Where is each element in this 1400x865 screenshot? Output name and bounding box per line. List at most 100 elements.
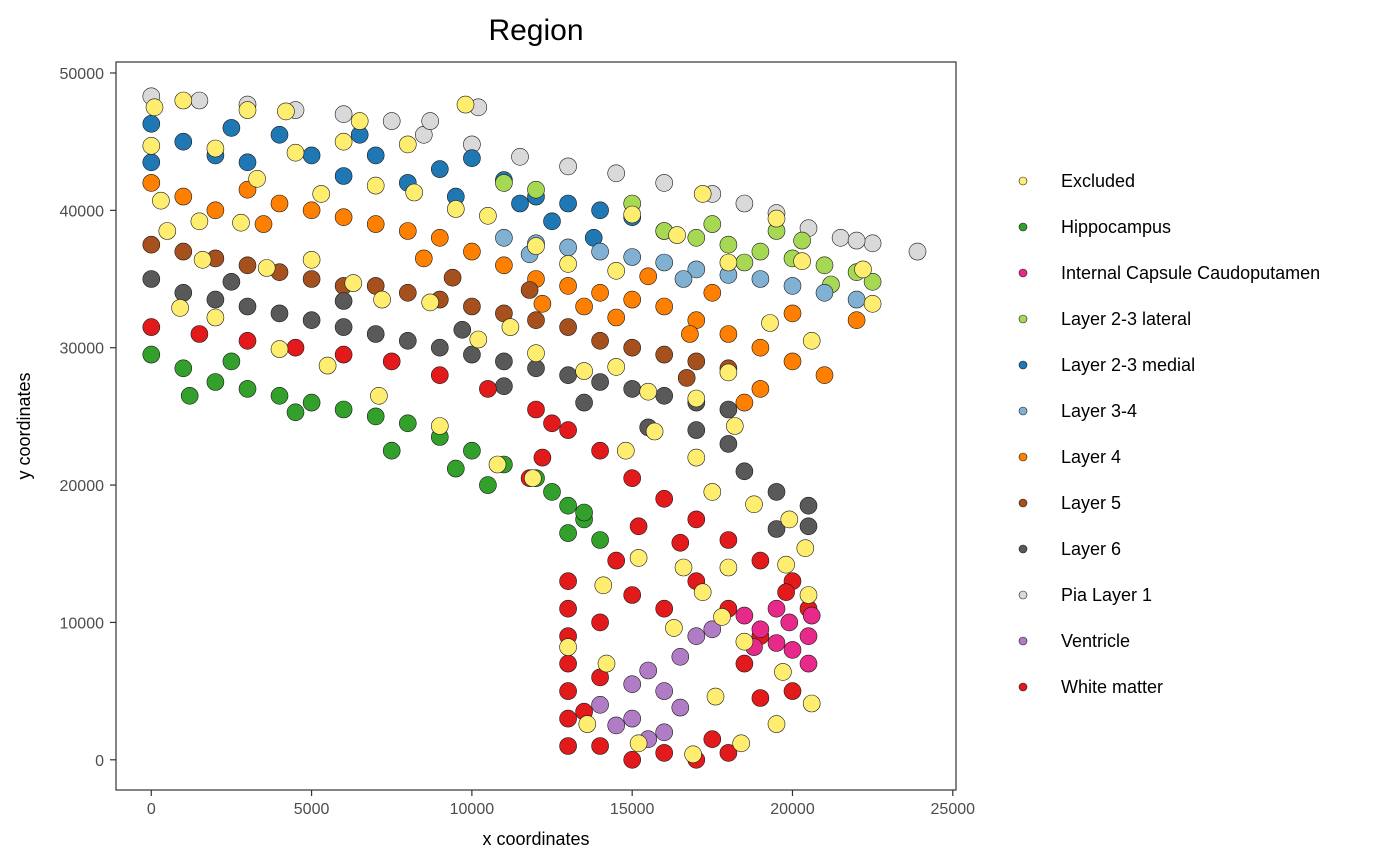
data-point — [559, 599, 577, 618]
data-point — [591, 283, 609, 302]
series-ventricle — [591, 620, 722, 749]
data-point — [495, 174, 513, 192]
data-point — [501, 318, 520, 336]
x-axis-title: x coordinates — [482, 829, 589, 849]
data-point — [463, 345, 481, 364]
y-tick-label: 50000 — [60, 66, 105, 83]
data-point — [578, 715, 597, 733]
data-point — [668, 226, 686, 244]
data-point — [206, 308, 225, 327]
data-point — [645, 422, 664, 441]
legend-key — [1018, 222, 1028, 232]
data-point — [639, 267, 658, 286]
data-point — [430, 229, 449, 247]
data-point — [193, 250, 212, 269]
data-point — [751, 270, 770, 288]
data-point — [793, 252, 811, 271]
legend-key — [1018, 176, 1028, 186]
data-point — [398, 135, 417, 154]
data-point — [142, 137, 161, 155]
x-axis: 0 5000 10000 15000 20000 25000 — [147, 790, 975, 818]
series-layer-3-4 — [495, 229, 866, 309]
data-point — [799, 517, 818, 536]
y-tick-label: 20000 — [60, 478, 105, 495]
data-point — [713, 608, 731, 626]
data-point — [520, 281, 539, 299]
data-point — [735, 654, 754, 673]
data-point — [174, 359, 193, 378]
data-point — [761, 314, 779, 332]
series-internal-capsule-caudoputamen — [735, 599, 821, 673]
data-point — [751, 242, 770, 261]
legend-key — [1018, 360, 1028, 370]
data-point — [222, 272, 241, 291]
data-point — [206, 139, 225, 158]
data-point — [334, 167, 353, 185]
data-point — [559, 709, 577, 728]
legend-label: Excluded — [1061, 171, 1135, 191]
data-point — [174, 187, 193, 206]
x-tick-label: 10000 — [450, 801, 495, 818]
data-point — [222, 352, 241, 371]
data-point — [559, 654, 577, 673]
data-point — [703, 483, 722, 501]
data-point — [693, 583, 712, 602]
data-point — [206, 201, 225, 220]
data-point — [334, 292, 353, 310]
data-point — [594, 576, 613, 595]
data-point — [735, 462, 754, 481]
data-point — [543, 483, 561, 501]
data-point — [591, 613, 609, 632]
points-layer — [142, 87, 927, 769]
data-point — [575, 297, 593, 316]
data-point — [783, 352, 802, 371]
data-point — [523, 469, 542, 488]
data-point — [463, 242, 481, 261]
data-point — [623, 290, 642, 309]
data-point — [575, 503, 593, 522]
data-point — [142, 235, 161, 254]
y-tick-label: 40000 — [60, 203, 105, 220]
data-point — [687, 627, 706, 646]
data-point — [152, 191, 170, 210]
legend-item-white-matter: White matter — [1018, 677, 1163, 697]
data-point — [783, 304, 802, 323]
data-point — [463, 297, 481, 316]
data-point — [780, 613, 799, 632]
x-tick-label: 15000 — [610, 801, 655, 818]
data-point — [674, 270, 693, 288]
data-point — [623, 338, 642, 357]
data-point — [767, 209, 786, 228]
data-point — [703, 215, 722, 233]
data-point — [527, 237, 545, 255]
legend-label: Ventricle — [1061, 631, 1130, 651]
data-point — [405, 183, 424, 202]
data-point — [719, 253, 738, 272]
data-point — [623, 205, 642, 224]
data-point — [847, 311, 866, 330]
data-point — [543, 212, 561, 231]
data-point — [158, 222, 177, 240]
data-point — [591, 331, 609, 350]
data-point — [527, 400, 545, 419]
legend-key — [1018, 544, 1028, 554]
data-point — [238, 380, 257, 398]
data-point — [174, 242, 193, 261]
data-point — [302, 393, 321, 412]
data-point — [286, 403, 305, 422]
data-point — [774, 663, 792, 681]
data-point — [398, 222, 417, 240]
data-point — [767, 520, 786, 538]
data-point — [719, 400, 738, 419]
data-point — [302, 201, 321, 220]
data-point — [735, 632, 754, 651]
data-point — [312, 185, 331, 203]
data-point — [344, 274, 363, 292]
data-point — [543, 414, 561, 433]
data-point — [783, 277, 802, 295]
data-point — [655, 489, 674, 508]
data-point — [366, 176, 385, 195]
data-point — [302, 250, 321, 269]
plot-panel — [115, 61, 957, 791]
x-tick-label: 0 — [147, 801, 156, 818]
